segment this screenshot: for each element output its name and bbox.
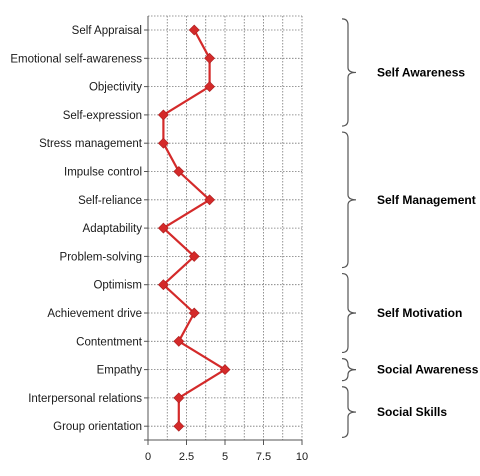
group-brace [341,272,357,354]
category-label: Stress management [39,138,143,150]
axis-layer: 0 2.5 5 7.5 10 [144,16,308,463]
x-tick-label: 10 [296,451,308,463]
data-point-marker [173,166,185,177]
category-label: Impulse control [64,167,142,179]
x-tick-label: 5 [222,451,228,463]
category-label: Empathy [97,365,143,377]
data-point-marker [157,137,169,149]
group-brace [341,358,357,382]
data-point-marker [204,194,216,206]
category-label: Optimism [93,280,142,292]
x-tick-label: 2.5 [179,451,194,463]
data-point-marker [173,335,185,347]
x-tick-label: 7.5 [256,451,271,463]
group-brace [341,386,357,438]
series-markers [157,24,231,432]
group-brace [341,18,357,127]
category-label: Emotional self-awareness [10,53,142,65]
data-point-marker [188,24,200,36]
category-label: Self-expression [63,110,142,122]
group-annotations: Self Awareness Self Management Self Motiva… [341,18,479,438]
group-label: Self Management [377,193,476,207]
data-point-marker [173,420,185,432]
data-point-marker [157,279,169,291]
group-label: Self Motivation [377,306,462,320]
category-label: Adaptability [83,223,143,235]
data-point-marker [173,392,185,404]
category-label: Self-reliance [78,195,142,207]
data-point-marker [204,52,216,64]
group-label: Self Awareness [377,65,465,79]
data-point-marker [219,364,231,376]
group-label: Social Skills [377,405,447,419]
x-tick-label: 0 [145,451,151,463]
category-label: Self Appraisal [72,25,142,37]
data-point-marker [157,109,169,121]
category-label: Achievement drive [47,308,142,320]
group-brace [341,131,357,269]
category-label: Group orientation [53,421,142,433]
data-point-marker [204,81,216,93]
category-label: Objectivity [89,82,142,94]
category-labels: Self Appraisal Emotional self-awareness Ob… [10,25,142,433]
data-point-marker [188,250,200,262]
group-label: Social Awareness [377,363,479,377]
data-point-marker [157,222,169,234]
grid-layer [148,15,303,441]
category-label: Problem-solving [60,251,142,263]
category-label: Interpersonal relations [28,393,142,405]
category-label: Contentment [76,336,143,348]
data-point-marker [188,307,200,319]
